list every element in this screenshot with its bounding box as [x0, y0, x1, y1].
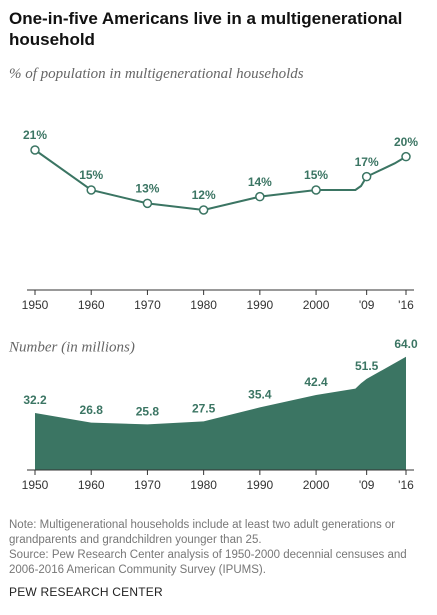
chart-subtitle: Number (in millions) — [8, 339, 135, 355]
data-label: 27.5 — [192, 402, 216, 416]
data-label: 12% — [192, 188, 216, 202]
data-label: 64.0 — [394, 337, 418, 351]
point — [255, 191, 265, 202]
point — [401, 151, 411, 162]
source: Source: Pew Research Center analysis of … — [9, 549, 407, 576]
x-tick-label: 1990 — [246, 298, 273, 312]
x-tick-label: 2000 — [303, 478, 330, 492]
point — [86, 185, 96, 195]
x-tick-label: 1950 — [22, 298, 49, 312]
point — [311, 185, 321, 195]
x-tick-label: 1970 — [134, 298, 161, 312]
point — [142, 198, 153, 209]
data-label: 25.8 — [136, 405, 160, 419]
chart: Number (in millions) 1950 1960 1970 1980 199… — [8, 128, 418, 492]
chart-subtitle: % of population in multigenerational hou… — [9, 66, 304, 82]
credit: PEW RESEARCH CENTER — [9, 585, 163, 599]
data-label: 32.2 — [23, 393, 47, 407]
x-tick-label: 1980 — [190, 478, 217, 492]
data-label: 26.8 — [80, 403, 104, 417]
x-tick-label: 1960 — [78, 478, 105, 492]
x-tick-label: 2000 — [303, 298, 330, 312]
data-label: 13% — [135, 182, 159, 196]
point — [361, 171, 372, 182]
data-label: 17% — [355, 155, 379, 169]
x-tick-label: 1980 — [190, 298, 217, 312]
chart-title: One-in-five Americans live in a multigen… — [9, 9, 403, 49]
point — [198, 205, 209, 215]
x-tick-label: '16 — [398, 478, 414, 492]
x-tick-label: '16 — [398, 298, 414, 312]
note: Note: Multigenerational households inclu… — [9, 519, 396, 546]
data-label: 42.4 — [304, 375, 328, 389]
data-label: 21% — [23, 128, 47, 142]
data-label: 35.4 — [248, 388, 272, 402]
data-label: 51.5 — [355, 359, 379, 373]
data-label: 15% — [79, 168, 103, 182]
data-label: 20% — [394, 135, 418, 149]
point — [30, 145, 40, 155]
x-tick-label: 1960 — [78, 298, 105, 312]
x-tick-label: '09 — [359, 298, 375, 312]
x-tick-label: '09 — [359, 478, 375, 492]
area — [35, 356, 406, 470]
x-tick-label: 1990 — [246, 478, 273, 492]
x-tick-label: 1950 — [22, 478, 49, 492]
data-label: 14% — [248, 175, 272, 189]
data-label: 15% — [304, 168, 328, 182]
x-tick-label: 1970 — [134, 478, 161, 492]
